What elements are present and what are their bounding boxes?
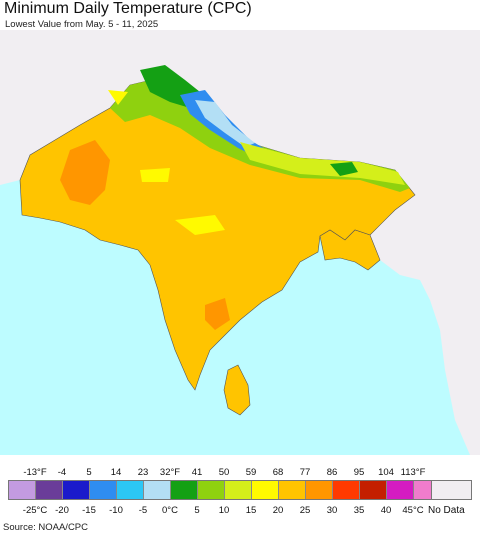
fahrenheit-tick: -4 bbox=[57, 467, 67, 478]
celsius-tick: -20 bbox=[55, 505, 69, 516]
fahrenheit-tick: -13°F bbox=[23, 467, 47, 478]
celsius-tick: -5 bbox=[138, 505, 148, 516]
legend-swatch bbox=[171, 481, 198, 499]
celsius-tick: 35 bbox=[353, 505, 365, 516]
celsius-tick: 30 bbox=[326, 505, 338, 516]
celsius-tick: 20 bbox=[272, 505, 284, 516]
fahrenheit-tick: 95 bbox=[353, 467, 365, 478]
fahrenheit-tick: 68 bbox=[272, 467, 284, 478]
mild-region-central bbox=[140, 168, 170, 182]
fahrenheit-tick: 77 bbox=[299, 467, 311, 478]
fahrenheit-tick: 104 bbox=[378, 467, 394, 478]
no-data-swatch bbox=[431, 480, 472, 500]
temperature-legend: -13°F -4 5 14 23 32°F 41 50 59 68 77 86 95 104 113°F -… bbox=[0, 462, 480, 522]
legend-swatch bbox=[117, 481, 144, 499]
temperature-map bbox=[0, 30, 480, 455]
map-subtitle: Lowest Value from May. 5 - 11, 2025 bbox=[5, 19, 159, 30]
sri-lanka bbox=[223, 364, 251, 416]
chilly-himalaya bbox=[195, 100, 255, 147]
fahrenheit-tick: 41 bbox=[191, 467, 203, 478]
celsius-tick: 0°C bbox=[162, 505, 178, 516]
bangladesh-region bbox=[319, 229, 381, 271]
bhutan-green bbox=[330, 162, 358, 176]
celsius-tick: 40 bbox=[380, 505, 392, 516]
celsius-tick: -25°C bbox=[22, 505, 48, 516]
legend-swatch bbox=[306, 481, 333, 499]
legend-swatch bbox=[225, 481, 252, 499]
legend-swatch bbox=[333, 481, 360, 499]
fahrenheit-tick: 86 bbox=[326, 467, 338, 478]
fahrenheit-tick: 5 bbox=[86, 467, 92, 478]
legend-color-bar bbox=[8, 480, 442, 500]
warm-region-east-coast bbox=[205, 298, 230, 330]
celsius-tick: 5 bbox=[194, 505, 200, 516]
celsius-tick: 10 bbox=[218, 505, 230, 516]
land-no-data-east bbox=[370, 195, 480, 455]
mild-region-deccan bbox=[175, 215, 225, 235]
legend-swatch bbox=[36, 481, 63, 499]
celsius-tick: -15 bbox=[82, 505, 96, 516]
fahrenheit-tick: 14 bbox=[110, 467, 122, 478]
legend-swatch bbox=[360, 481, 387, 499]
legend-swatch bbox=[90, 481, 117, 499]
legend-swatch bbox=[63, 481, 90, 499]
mild-region-west bbox=[108, 90, 128, 105]
legend-swatch bbox=[144, 481, 171, 499]
legend-swatch bbox=[9, 481, 36, 499]
fahrenheit-tick: 59 bbox=[245, 467, 257, 478]
legend-swatch bbox=[198, 481, 225, 499]
fahrenheit-tick: 113°F bbox=[400, 467, 426, 478]
legend-swatch bbox=[252, 481, 279, 499]
warm-region-pakistan bbox=[60, 140, 110, 205]
fahrenheit-tick: 32°F bbox=[159, 467, 181, 478]
celsius-tick: 25 bbox=[299, 505, 311, 516]
legend-swatch bbox=[387, 481, 414, 499]
celsius-tick: -10 bbox=[109, 505, 123, 516]
map-title: Minimum Daily Temperature (CPC) bbox=[4, 0, 252, 17]
source-credit: Source: NOAA/CPC bbox=[3, 522, 88, 533]
fahrenheit-tick: 50 bbox=[218, 467, 230, 478]
celsius-tick: 45°C bbox=[402, 505, 424, 516]
fahrenheit-tick: 23 bbox=[137, 467, 149, 478]
no-data-label: No Data bbox=[428, 505, 465, 516]
nepal-cool-band bbox=[240, 142, 405, 185]
legend-swatch bbox=[279, 481, 306, 499]
celsius-tick: 15 bbox=[245, 505, 257, 516]
